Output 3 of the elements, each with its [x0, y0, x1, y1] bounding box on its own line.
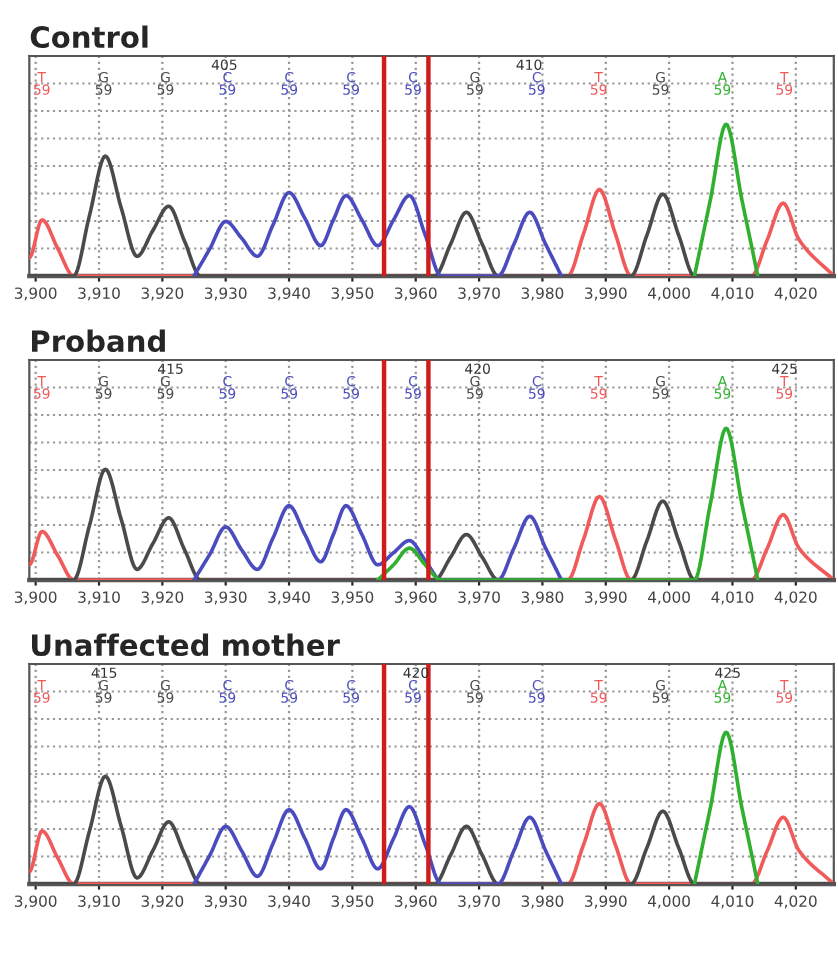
- chart-title: Unaffected mother: [32, 633, 340, 657]
- chart-title: Control: [30, 25, 148, 49]
- chart-title: Proband: [32, 329, 165, 353]
